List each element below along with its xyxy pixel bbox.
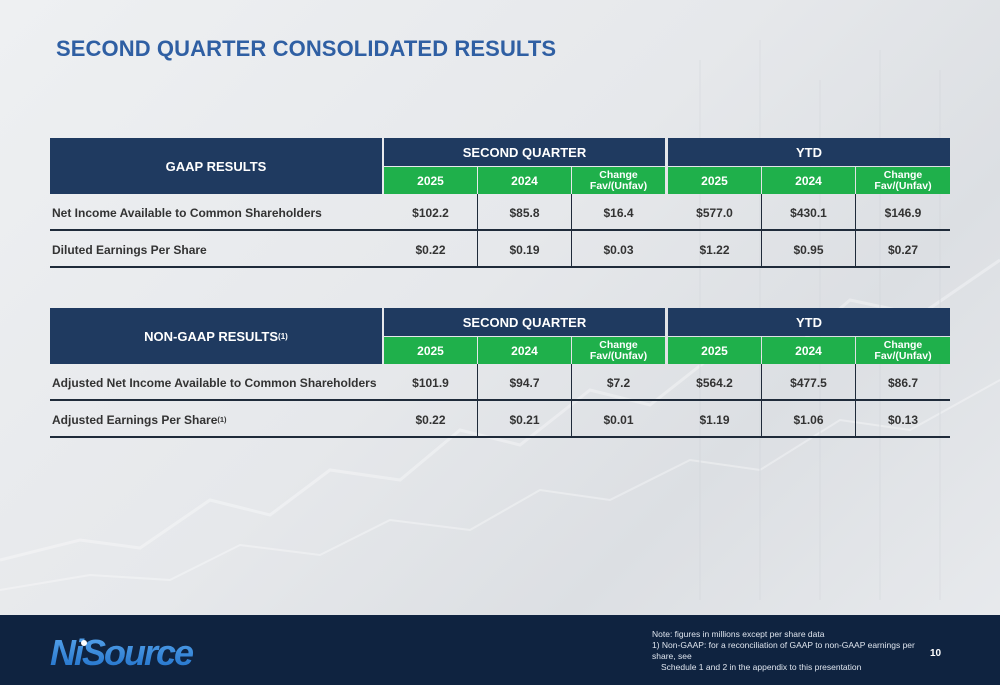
col-q-2024: 2024 xyxy=(478,167,571,194)
table-row: Adjusted Earnings Per Share (1) $0.22 $0.… xyxy=(50,401,950,438)
col-q-2025: 2025 xyxy=(384,167,477,194)
gaap-results-header: GAAP RESULTS xyxy=(50,138,382,194)
row-label: Adjusted Earnings Per Share (1) xyxy=(52,412,227,427)
cell-divider xyxy=(477,194,478,231)
cell-divider xyxy=(571,401,572,438)
cell-value: $0.27 xyxy=(887,242,919,257)
cell-divider xyxy=(855,401,856,438)
cell-value: $0.22 xyxy=(415,242,446,257)
cell-value: $430.1 xyxy=(790,205,827,220)
table-row: Adjusted Net Income Available to Common … xyxy=(50,364,950,401)
cell-value: $0.13 xyxy=(887,412,919,427)
row-label: Net Income Available to Common Sharehold… xyxy=(52,205,322,220)
row-label: Adjusted Net Income Available to Common … xyxy=(52,375,377,390)
col-ytd-2024: 2024 xyxy=(762,167,855,194)
cell-divider xyxy=(761,401,762,438)
row-label: Diluted Earnings Per Share xyxy=(52,242,207,257)
table-header: NON-GAAP RESULTS (1) SECOND QUARTER YTD 2… xyxy=(50,308,950,364)
cell-value: $1.22 xyxy=(699,242,730,257)
table-header: GAAP RESULTS SECOND QUARTER YTD 2025 202… xyxy=(50,138,950,194)
cell-value: $0.21 xyxy=(509,412,540,427)
cell-divider xyxy=(855,194,856,231)
col-ytd-change: Change Fav/(Unfav) xyxy=(856,167,950,194)
non-gaap-results-table: NON-GAAP RESULTS (1) SECOND QUARTER YTD 2… xyxy=(50,308,950,438)
cell-value: $0.01 xyxy=(603,412,634,427)
cell-value: $101.9 xyxy=(412,375,449,390)
cell-divider xyxy=(855,364,856,401)
footnote-text: Note: figures in millions except per sha… xyxy=(652,629,915,672)
cell-value: $0.95 xyxy=(793,242,824,257)
cell-value: $577.0 xyxy=(696,205,733,220)
col-q-change: Change Fav/(Unfav) xyxy=(572,337,665,364)
col-ytd-2024: 2024 xyxy=(762,337,855,364)
cell-value: $146.9 xyxy=(884,205,922,220)
col-ytd-2025: 2025 xyxy=(668,337,761,364)
cell-divider xyxy=(761,231,762,268)
second-quarter-header: SECOND QUARTER xyxy=(384,138,665,166)
cell-value: $7.2 xyxy=(606,375,631,390)
cell-divider xyxy=(761,364,762,401)
cell-divider xyxy=(761,194,762,231)
cell-value: $477.5 xyxy=(790,375,827,390)
cell-value: $0.03 xyxy=(603,242,634,257)
cell-divider xyxy=(477,401,478,438)
cell-value: $564.2 xyxy=(696,375,733,390)
page-number: 10 xyxy=(930,648,942,659)
cell-divider xyxy=(571,364,572,401)
second-quarter-header: SECOND QUARTER xyxy=(384,308,665,336)
cell-value: $0.19 xyxy=(509,242,540,257)
svg-text:NiSource: NiSource xyxy=(50,633,194,673)
cell-divider xyxy=(477,364,478,401)
gaap-results-table: GAAP RESULTS SECOND QUARTER YTD 2025 202… xyxy=(50,138,950,268)
cell-divider xyxy=(571,194,572,231)
cell-value: $86.7 xyxy=(887,375,919,390)
cell-value: $94.7 xyxy=(509,375,540,390)
cell-value: $85.8 xyxy=(509,205,540,220)
cell-divider xyxy=(477,231,478,268)
table-row: Diluted Earnings Per Share $0.22 $0.19 $… xyxy=(50,231,950,268)
cell-value: $1.19 xyxy=(699,412,730,427)
ytd-header: YTD xyxy=(668,308,950,336)
col-q-2025: 2025 xyxy=(384,337,477,364)
non-gaap-results-header: NON-GAAP RESULTS (1) xyxy=(50,308,382,364)
footer-bar: NiSource Note: figures in millions excep… xyxy=(0,615,1000,685)
col-q-change: Change Fav/(Unfav) xyxy=(572,167,665,194)
cell-value: $0.22 xyxy=(415,412,446,427)
table-row: Net Income Available to Common Sharehold… xyxy=(50,194,950,231)
cell-divider xyxy=(855,231,856,268)
cell-divider xyxy=(571,231,572,268)
cell-value: $16.4 xyxy=(603,205,634,220)
col-ytd-2025: 2025 xyxy=(668,167,761,194)
cell-value: $102.2 xyxy=(412,205,449,220)
cell-value: $1.06 xyxy=(793,412,824,427)
col-q-2024: 2024 xyxy=(478,337,571,364)
page-title: SECOND QUARTER CONSOLIDATED RESULTS xyxy=(56,36,557,61)
col-ytd-change: Change Fav/(Unfav) xyxy=(856,337,950,364)
nisource-logo: NiSource xyxy=(50,633,196,673)
ytd-header: YTD xyxy=(668,138,950,166)
